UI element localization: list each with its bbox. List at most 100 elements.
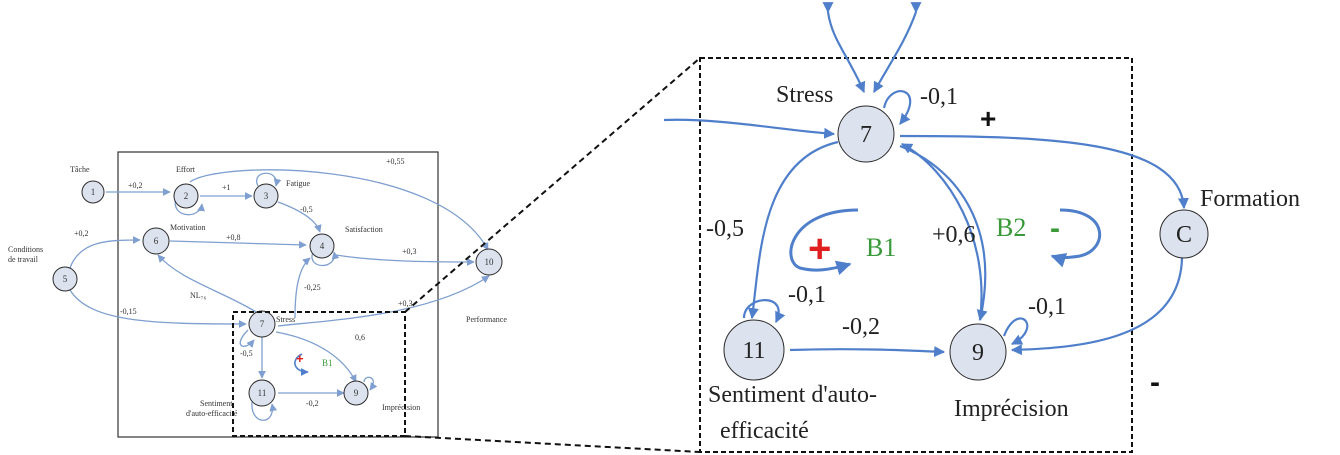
node-2-label: Effort bbox=[176, 165, 196, 174]
zoom-line-top bbox=[404, 57, 701, 313]
node-3-id: 3 bbox=[264, 191, 269, 201]
edge-7-formation bbox=[899, 134, 1189, 210]
incoming-arrow-right bbox=[873, 11, 918, 93]
node-4-id: 4 bbox=[320, 241, 325, 251]
loop-b2-sign-big: - bbox=[1050, 212, 1060, 245]
zoom-indicator bbox=[232, 57, 1133, 453]
zoom-line-bottom bbox=[404, 435, 701, 453]
small-diagram-frame bbox=[117, 151, 439, 438]
node-5-label-line1: Conditions bbox=[8, 245, 43, 254]
node-9 bbox=[343, 380, 369, 406]
node-11-big-label-line1: Sentiment d'auto- bbox=[708, 382, 877, 408]
node-10-id: 10 bbox=[485, 257, 495, 267]
self-loop-9 bbox=[363, 376, 378, 391]
edge-9-7-big bbox=[901, 143, 983, 321]
edge-label-5-6: +0,2 bbox=[74, 229, 89, 238]
node-6-label: Motivation bbox=[170, 223, 206, 232]
zoom-source-box bbox=[232, 311, 406, 437]
edge-label-1-2: +0,2 bbox=[128, 181, 143, 190]
node-11-label-line2: d'auto-efficacité bbox=[186, 409, 238, 418]
node-7-big-id: 7 bbox=[860, 122, 872, 148]
node-7-big-label: Stress bbox=[776, 82, 833, 108]
edge-label-11-9: -0,2 bbox=[306, 399, 319, 408]
edge-5-7 bbox=[69, 289, 247, 328]
edge-7-6 bbox=[157, 254, 259, 314]
node-7-label: Stress bbox=[276, 315, 295, 324]
self-loop-2 bbox=[174, 197, 205, 216]
sign-to-formation: + bbox=[980, 103, 996, 134]
node-11-label-line1: Sentiment bbox=[200, 399, 233, 408]
edge-label-7-9: 0,6 bbox=[355, 333, 365, 342]
sign-to-imprecision: - bbox=[1150, 366, 1160, 399]
edge-label-self11-big: -0,1 bbox=[788, 282, 826, 308]
edge-label-11-9-big: -0,2 bbox=[842, 314, 880, 340]
node-5-id: 5 bbox=[63, 274, 68, 284]
edge-label-4-10: +0,3 bbox=[402, 247, 417, 256]
node-6-id: 6 bbox=[154, 236, 159, 246]
self-loop-7-big bbox=[882, 90, 912, 125]
self-loop-4 bbox=[311, 251, 340, 266]
node-5-label-line2: de travail bbox=[8, 255, 39, 264]
node-11-big bbox=[723, 319, 785, 381]
edge-label-2-3: +1 bbox=[222, 183, 231, 192]
node-7-big bbox=[837, 105, 895, 163]
loop-b2-label-big: B2 bbox=[996, 213, 1026, 242]
edge-5-6 bbox=[69, 236, 141, 269]
node-9-big-label: Imprécision bbox=[954, 396, 1069, 422]
node-7-id: 7 bbox=[260, 319, 265, 329]
edge-label-3-4: -0,5 bbox=[300, 205, 313, 214]
edge-label-7-11-big: -0,5 bbox=[706, 216, 744, 242]
edge-label-7-4: -0,25 bbox=[304, 283, 321, 292]
node-9-label: Imprécision bbox=[382, 403, 420, 412]
loop-b1-label-small: B1 bbox=[322, 358, 333, 368]
loop-b1-label-big: B1 bbox=[866, 233, 896, 262]
edge-7-4 bbox=[294, 257, 311, 319]
self-loop-11 bbox=[251, 401, 278, 421]
node-1 bbox=[81, 180, 105, 204]
node-9-id: 9 bbox=[354, 388, 359, 398]
incoming-arrow-from-left bbox=[663, 118, 836, 139]
node-6 bbox=[142, 227, 170, 255]
node-c-big bbox=[1159, 209, 1209, 259]
edge-formation-9 bbox=[1010, 257, 1184, 356]
zoom-detail-box bbox=[699, 57, 1133, 453]
node-5 bbox=[52, 266, 78, 292]
node-11-big-label-line2: efficacité bbox=[720, 418, 809, 444]
big-diagram: 7 11 9 C Stress Sentiment d'auto- effica… bbox=[663, 2, 1300, 444]
edge-7-9 bbox=[275, 331, 357, 383]
edge-label-7-6: NL₇₆ bbox=[190, 291, 206, 300]
node-c-big-id: C bbox=[1176, 222, 1192, 248]
loop-arrow-b2-big bbox=[1050, 208, 1102, 268]
edge-2-10 bbox=[189, 169, 489, 251]
edge-label-6-4: +0,8 bbox=[226, 233, 241, 242]
edge-label-7-10: +0,3 bbox=[398, 299, 413, 308]
edge-label-self9-big: -0,1 bbox=[1028, 294, 1066, 320]
node-9-big-id: 9 bbox=[972, 340, 984, 366]
self-loop-3 bbox=[256, 172, 282, 187]
edge-label-2-10: +0,55 bbox=[386, 157, 405, 166]
node-10-label: Performance bbox=[466, 315, 507, 324]
node-11 bbox=[248, 379, 276, 407]
node-9-big bbox=[949, 323, 1007, 381]
loop-b1-sign-big: + bbox=[808, 227, 831, 271]
node-1-id: 1 bbox=[91, 187, 96, 197]
edge-label-7-9-big: +0,6 bbox=[932, 222, 976, 248]
edge-label-self7-big: -0,1 bbox=[920, 84, 958, 110]
node-11-id: 11 bbox=[258, 388, 267, 398]
incoming-arrow-left bbox=[826, 11, 866, 94]
edge-11-9-big bbox=[789, 346, 946, 358]
edge-label-7-11: -0,5 bbox=[240, 349, 253, 358]
node-11-big-id: 11 bbox=[742, 338, 765, 364]
node-4-label: Satisfaction bbox=[345, 225, 383, 234]
loop-b1-plus-small: + bbox=[296, 351, 304, 366]
edge-7-10 bbox=[277, 275, 490, 327]
self-loop-9-big bbox=[1002, 317, 1029, 345]
node-c-big-label: Formation bbox=[1200, 186, 1300, 212]
edge-7-11-big bbox=[747, 140, 839, 320]
edge-3-4 bbox=[277, 201, 322, 233]
node-3-label: Fatigue bbox=[286, 179, 310, 188]
edge-4-10 bbox=[335, 254, 475, 266]
node-2 bbox=[173, 183, 199, 209]
node-1-label: Tâche bbox=[70, 165, 90, 174]
